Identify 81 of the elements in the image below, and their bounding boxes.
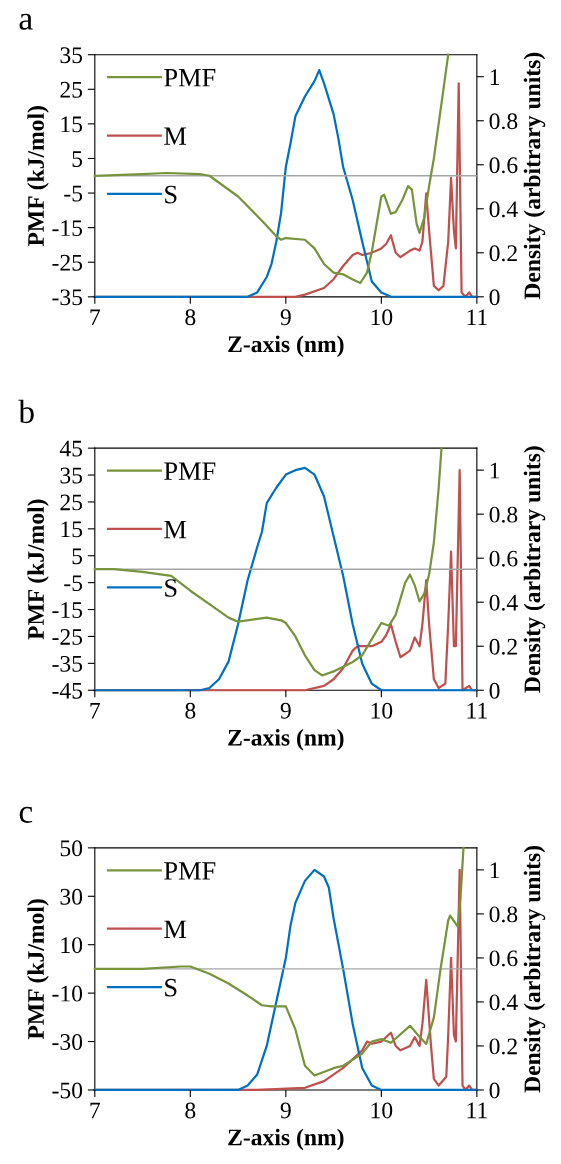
y-tick-label: -35 [52, 655, 83, 672]
y-tick-label: -5 [64, 185, 83, 202]
legend-label: S [165, 978, 177, 997]
y-tick-label: -5 [64, 575, 83, 592]
y-tick-label: -50 [52, 1082, 83, 1099]
y-tick-label: 35 [60, 47, 83, 64]
y2-tick-label: 1 [490, 462, 500, 479]
y2-tick-label: 0.6 [489, 157, 518, 174]
y-tick-label: 25 [60, 81, 83, 98]
y-tick-label: 35 [60, 467, 83, 484]
legend-label: PMF [164, 862, 216, 880]
y-tick-label: 45 [59, 440, 83, 457]
legend-label: M [164, 920, 187, 938]
legend-label: S [165, 579, 177, 597]
y-tick-label: 15 [61, 521, 83, 538]
line-series [93, 846, 465, 1077]
x-axis-title: Z-axis (nm) [228, 1128, 344, 1151]
y-tick-label: 50 [60, 840, 83, 857]
y2-axis-title: Density (arbitrary units) [523, 846, 546, 1093]
y-tick-label: 15 [61, 116, 83, 133]
x-axis-title: Z-axis (nm) [228, 729, 344, 751]
x-tick-label: 7 [90, 309, 101, 326]
y2-tick-label: 0.4 [489, 594, 518, 611]
x-tick-label: 10 [371, 1102, 393, 1119]
y2-tick-label: 1 [490, 862, 500, 879]
x-tick-label: 9 [280, 1102, 291, 1119]
y2-tick-label: 0.8 [489, 906, 518, 923]
legend-label: M [164, 520, 187, 539]
y2-tick-label: 0.6 [489, 950, 518, 967]
y2-tick-label: 0 [489, 682, 500, 699]
legend-label: PMF [164, 462, 216, 480]
x-axis-title: Z-axis (nm) [228, 335, 344, 358]
x-tick-label: 8 [185, 1102, 196, 1119]
y-tick-label: -15 [52, 220, 83, 237]
y2-axis-title: Density (arbitrary units) [523, 446, 546, 693]
legend-label: S [165, 185, 177, 204]
y2-tick-label: 1 [490, 69, 500, 85]
x-tick-label: 9 [280, 309, 291, 326]
legend-label: M [164, 127, 187, 145]
y-tick-label: -15 [52, 602, 83, 618]
y-tick-label: 5 [72, 151, 83, 167]
y-tick-label: -25 [52, 254, 83, 271]
y2-tick-label: 0.2 [489, 245, 517, 262]
x-tick-label: 10 [371, 702, 393, 719]
y-tick-label: 5 [72, 548, 83, 565]
x-tick-label: 7 [90, 1102, 101, 1119]
legend-label: PMF [164, 69, 216, 87]
y2-tick-label: 0.6 [489, 550, 518, 567]
y2-tick-label: 0 [489, 1082, 500, 1099]
y-tick-label: -30 [52, 1034, 83, 1050]
y2-tick-label: 0.8 [489, 506, 518, 523]
y-tick-label: -10 [52, 985, 83, 1002]
y2-tick-label: 0 [489, 289, 500, 306]
x-tick-label: 11 [467, 702, 487, 719]
y2-axis-title: Density (arbitrary units) [523, 52, 546, 300]
x-tick-label: 11 [467, 1102, 487, 1119]
x-tick-label: 10 [371, 309, 393, 326]
y-axis-title: PMF (kJ/mol) [27, 499, 49, 640]
y-tick-label: -25 [52, 629, 83, 645]
x-tick-label: 8 [185, 309, 196, 326]
y2-tick-label: 0.2 [489, 638, 517, 655]
y-tick-label: 25 [60, 494, 83, 511]
x-tick-label: 11 [467, 309, 487, 326]
y2-tick-label: 0.2 [489, 1038, 517, 1055]
y2-tick-label: 0.8 [489, 113, 518, 130]
y2-tick-label: 0.4 [489, 994, 518, 1011]
x-tick-label: 8 [185, 702, 196, 719]
chart-title: b [18, 399, 34, 424]
chart-title: a [19, 13, 33, 30]
line-series [93, 447, 443, 677]
y-axis-title: PMF (kJ/mol) [27, 106, 49, 247]
x-tick-label: 7 [90, 702, 101, 719]
y-tick-label: 30 [60, 888, 83, 905]
y2-tick-label: 0.4 [489, 201, 518, 218]
y-tick-label: 10 [61, 937, 83, 954]
y-tick-label: -35 [52, 289, 83, 306]
line-series [93, 53, 450, 285]
chart-title: c [19, 806, 33, 823]
x-tick-label: 9 [280, 702, 291, 719]
y-axis-title: PMF (kJ/mol) [27, 899, 49, 1040]
y-tick-label: -45 [52, 682, 83, 699]
